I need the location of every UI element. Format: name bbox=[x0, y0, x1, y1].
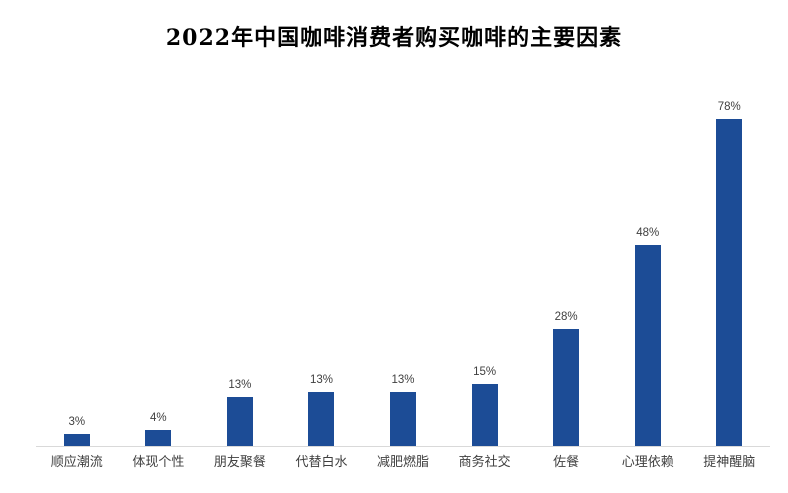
bar-column: 4% 体现个性 bbox=[118, 62, 200, 469]
category-label: 减肥燃脂 bbox=[377, 455, 430, 470]
bar-column: 48% 心理依赖 bbox=[607, 62, 689, 469]
bar bbox=[308, 392, 335, 447]
bar-column: 3% 顺应潮流 bbox=[36, 62, 118, 469]
bar-value-label: 28% bbox=[554, 310, 578, 323]
category-label: 商务社交 bbox=[458, 455, 511, 470]
bar-value-label: 78% bbox=[717, 100, 741, 113]
plot-area: 3% 顺应潮流 4% 体现个性 13% 朋友聚餐 13% 代替白水 13% bbox=[36, 62, 771, 469]
bar bbox=[226, 397, 253, 447]
category-label: 代替白水 bbox=[295, 455, 348, 470]
bar bbox=[553, 329, 580, 447]
bar-columns: 3% 顺应潮流 4% 体现个性 13% 朋友聚餐 13% 代替白水 13% bbox=[36, 62, 771, 469]
bar-value-label: 48% bbox=[636, 226, 660, 239]
category-label: 朋友聚餐 bbox=[213, 455, 266, 470]
category-label: 心理依赖 bbox=[621, 455, 674, 470]
bar-column: 13% 代替白水 bbox=[281, 62, 363, 469]
bar bbox=[471, 384, 498, 447]
bar bbox=[634, 245, 661, 447]
bar-value-label: 13% bbox=[309, 373, 333, 386]
bar bbox=[63, 434, 90, 447]
category-label: 体现个性 bbox=[132, 455, 185, 470]
chart-title: 2022年中国咖啡消费者购买咖啡的主要因素 bbox=[165, 25, 623, 51]
bar-column: 28% 佐餐 bbox=[525, 62, 607, 469]
bar bbox=[145, 430, 172, 447]
bar-value-label: 13% bbox=[391, 373, 415, 386]
bar-column: 13% 减肥燃脂 bbox=[362, 62, 444, 469]
bar bbox=[390, 392, 417, 447]
bar-value-label: 15% bbox=[473, 365, 497, 378]
bar-value-label: 4% bbox=[150, 411, 167, 424]
category-label: 提神醒脑 bbox=[703, 455, 756, 470]
bar-value-label: 3% bbox=[68, 415, 86, 428]
bar-column: 15% 商务社交 bbox=[444, 62, 526, 469]
x-axis-line bbox=[36, 446, 770, 447]
bar-column: 13% 朋友聚餐 bbox=[199, 62, 281, 469]
category-label: 佐餐 bbox=[553, 455, 580, 470]
bar bbox=[716, 119, 743, 447]
bar-column: 78% 提神醒脑 bbox=[689, 62, 771, 469]
category-label: 顺应潮流 bbox=[50, 455, 103, 470]
bar-value-label: 13% bbox=[228, 378, 252, 391]
